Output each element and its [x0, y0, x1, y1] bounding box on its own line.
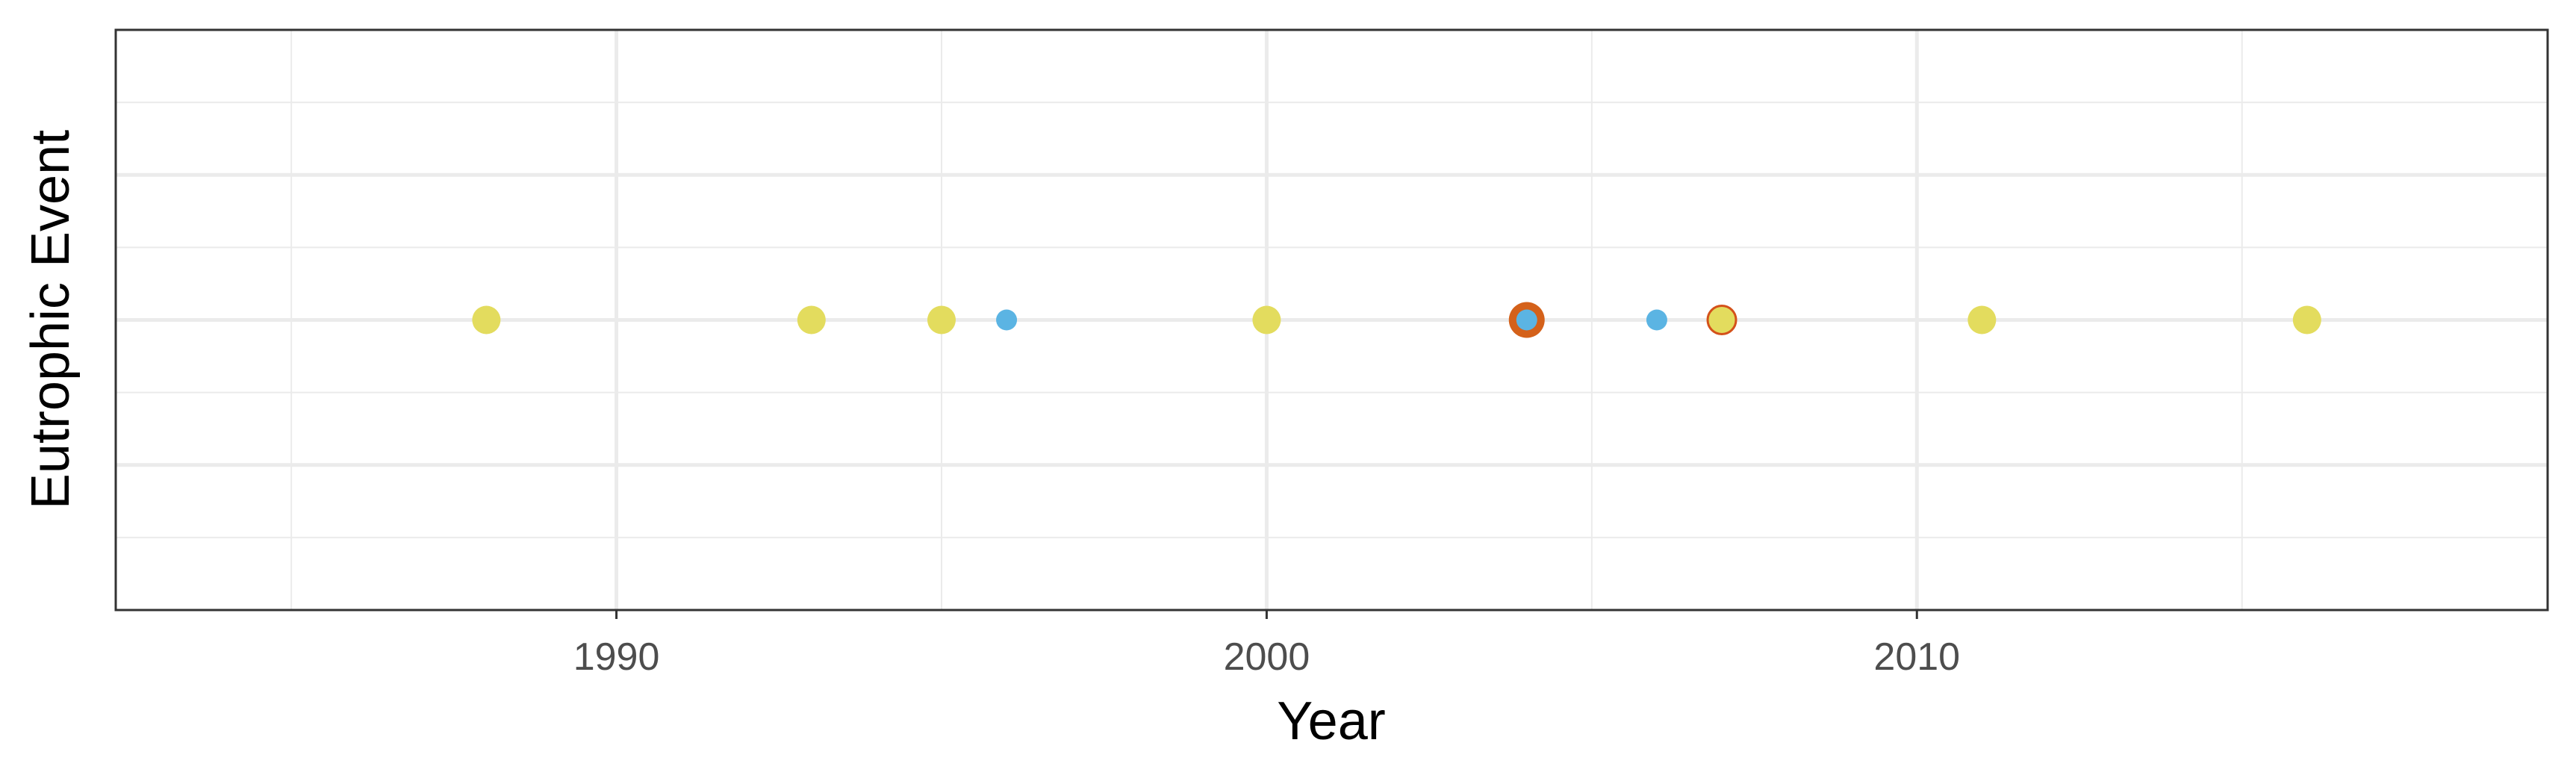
data-point [1252, 305, 1281, 335]
x-tick-label: 2000 [1224, 635, 1310, 679]
data-point [996, 309, 1018, 331]
points-layer [472, 302, 2321, 338]
data-point [2292, 305, 2321, 335]
data-point [472, 305, 501, 335]
plot-panel-border [114, 28, 2549, 612]
x-tick-label: 2010 [1873, 635, 1960, 679]
y-axis-title: Eutrophic Event [21, 130, 81, 509]
data-point [1646, 309, 1667, 331]
data-point [1967, 305, 1997, 335]
x-axis-title: Year [1277, 691, 1385, 751]
x-tick-label: 1990 [573, 635, 660, 679]
data-point [797, 305, 826, 335]
data-point [1516, 309, 1537, 331]
data-point [1706, 305, 1737, 335]
data-point [927, 305, 956, 335]
x-axis: 1990 2000 2010 [573, 610, 1960, 679]
